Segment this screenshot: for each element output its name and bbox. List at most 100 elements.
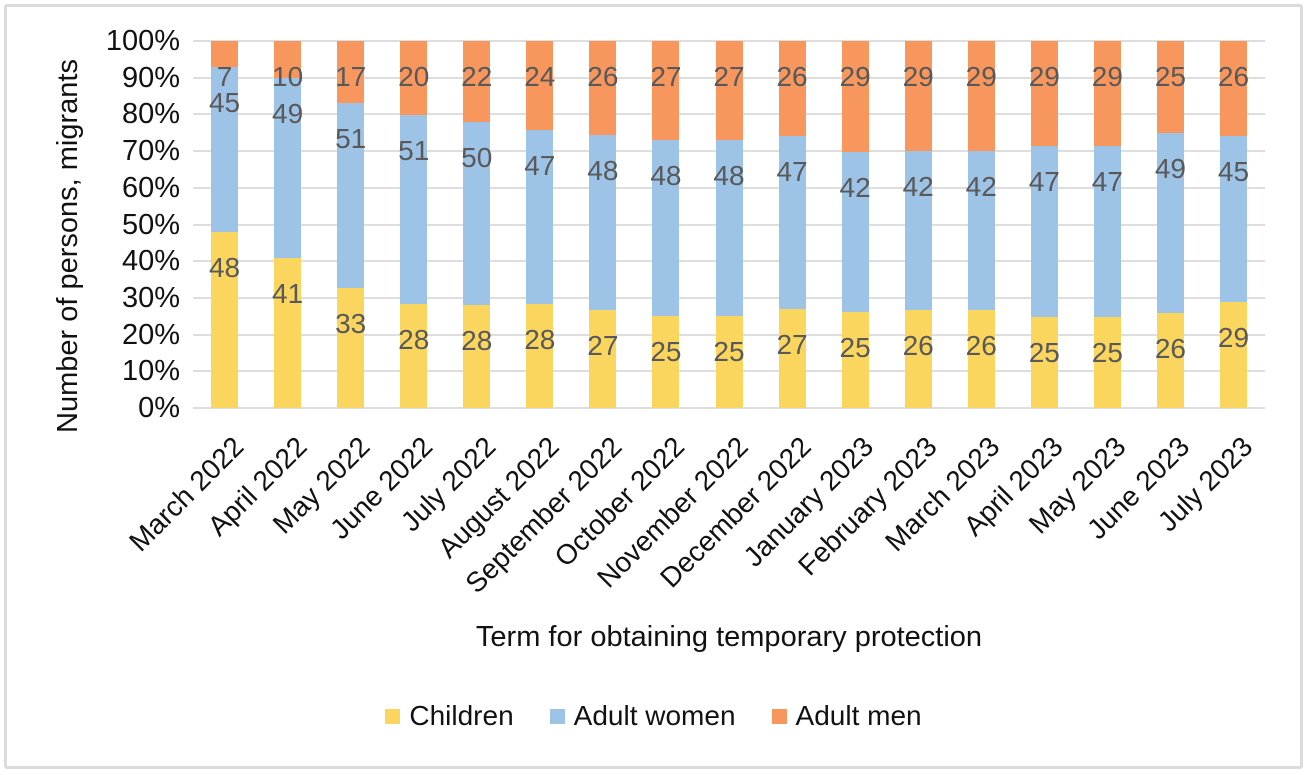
- data-label: 25: [1091, 337, 1123, 369]
- data-label: 7: [216, 61, 233, 92]
- bar-segment-children: [337, 288, 365, 408]
- legend: Children Adult women Adult men: [0, 699, 1307, 733]
- data-label: 42: [965, 170, 997, 202]
- data-label: 47: [524, 149, 556, 181]
- data-label: 29: [839, 61, 871, 92]
- y-tick-label: 60%: [121, 171, 180, 204]
- bar-segment-children: [400, 304, 428, 408]
- bar-segment-adult-women: [652, 140, 680, 317]
- y-tick-label: 0%: [138, 392, 180, 424]
- bar-segment-adult-women: [526, 129, 554, 305]
- bar-segment-adult-women: [1030, 146, 1058, 318]
- bar-segment-adult-women: [1156, 132, 1184, 313]
- data-label: 29: [1028, 61, 1060, 92]
- legend-item-children: Children: [385, 699, 514, 733]
- data-label: 10: [272, 61, 304, 92]
- legend-swatch-adult-men-icon: [771, 708, 787, 724]
- legend-swatch-adult-women-icon: [549, 708, 565, 724]
- bar-segment-children: [841, 312, 869, 408]
- data-label: 47: [1028, 166, 1060, 198]
- bar-segment-adult-men: [1093, 41, 1121, 147]
- bar-segment-adult-women: [967, 150, 995, 310]
- data-label: 47: [776, 156, 808, 188]
- bar-segment-adult-women: [463, 121, 491, 306]
- legend-item-adult-men: Adult men: [771, 699, 922, 733]
- data-label: 48: [208, 251, 241, 283]
- bar-segment-children: [1030, 317, 1058, 408]
- bar-segment-adult-women: [904, 150, 932, 310]
- bar-segment-adult-men: [589, 41, 617, 136]
- bar-segment-children: [589, 309, 617, 408]
- legend-label-children: Children: [409, 700, 514, 731]
- bar-segment-children: [652, 316, 680, 408]
- legend-item-adult-women: Adult women: [549, 699, 736, 733]
- data-label: 45: [1217, 156, 1250, 188]
- legend-label-adult-men: Adult men: [795, 700, 922, 731]
- data-label: 48: [587, 155, 619, 187]
- data-label: 51: [335, 122, 367, 154]
- bar-segment-adult-women: [1219, 136, 1247, 302]
- data-label: 33: [335, 308, 367, 340]
- bar-segment-adult-women: [589, 135, 617, 310]
- bar-segment-adult-men: [904, 41, 932, 151]
- legend-label-adult-women: Adult women: [573, 700, 736, 731]
- bar-segment-children: [526, 304, 554, 408]
- data-label: 51: [398, 135, 430, 167]
- data-label: 25: [650, 336, 682, 368]
- bar-segment-adult-women: [778, 136, 806, 309]
- data-label: 26: [776, 61, 808, 92]
- bar-segment-adult-men: [463, 41, 491, 122]
- bar-segment-children: [1156, 312, 1184, 408]
- bar-segment-children: [715, 316, 743, 408]
- bar-segment-adult-men: [1156, 41, 1184, 133]
- y-tick-label: 80%: [121, 98, 180, 131]
- bar-segment-adult-women: [1093, 146, 1121, 318]
- data-label: 25: [713, 336, 745, 368]
- bar-segment-adult-women: [400, 115, 428, 305]
- y-tick-label: 40%: [121, 245, 180, 278]
- bar-segment-children: [967, 309, 995, 408]
- x-axis-title: Term for obtaining temporary protection: [475, 621, 983, 653]
- bar-segment-adult-women: [715, 140, 743, 317]
- bar-segment-adult-men: [337, 41, 365, 103]
- data-label: 24: [524, 61, 556, 92]
- bar-segment-adult-men: [1030, 41, 1058, 147]
- bar-segment-children: [463, 305, 491, 408]
- bar-segment-adult-women: [274, 77, 302, 258]
- data-label: 29: [1217, 321, 1250, 353]
- data-label: 26: [902, 329, 934, 361]
- data-label: 28: [524, 324, 556, 356]
- bar-segment-adult-men: [967, 41, 995, 151]
- data-label: 41: [272, 277, 304, 309]
- data-label: 49: [1154, 152, 1186, 184]
- data-label: 29: [965, 61, 997, 92]
- bar-segment-adult-men: [715, 41, 743, 141]
- data-label: 27: [650, 61, 682, 92]
- data-label: 28: [398, 324, 430, 356]
- y-tick-label: 90%: [121, 61, 180, 94]
- bar-segment-children: [1093, 317, 1121, 408]
- bar-segment-adult-women: [337, 102, 365, 289]
- data-label: 27: [776, 328, 808, 360]
- y-tick-label: 10%: [121, 355, 180, 388]
- data-label: 26: [1217, 61, 1250, 92]
- data-label: 42: [902, 170, 934, 202]
- y-tick-label: 70%: [121, 135, 180, 168]
- bar-segment-adult-women: [211, 66, 239, 232]
- data-label: 48: [713, 160, 745, 192]
- bar-segment-children: [1219, 301, 1247, 408]
- data-label: 26: [1154, 332, 1186, 364]
- bar-segment-children: [274, 257, 302, 408]
- data-label: 50: [461, 141, 493, 173]
- data-label: 27: [587, 329, 619, 361]
- data-label: 28: [461, 325, 493, 357]
- data-label: 48: [650, 160, 682, 192]
- data-label: 25: [839, 332, 871, 364]
- data-label: 29: [902, 61, 934, 92]
- legend-swatch-children-icon: [385, 708, 401, 724]
- data-label: 17: [335, 61, 367, 92]
- gridline: [193, 407, 1265, 409]
- bar-segment-adult-women: [841, 151, 869, 313]
- data-label: 29: [1091, 61, 1123, 92]
